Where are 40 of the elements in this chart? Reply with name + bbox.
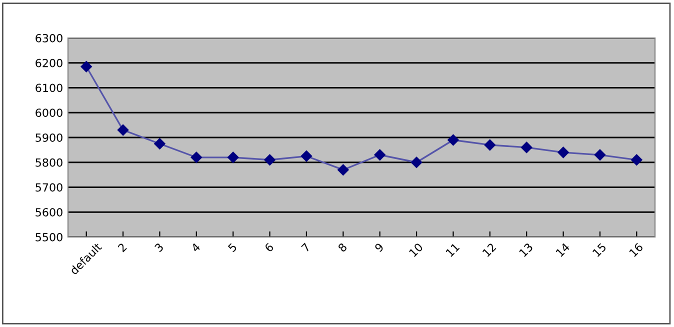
point [264, 154, 276, 166]
y-tick-label: 5700 [36, 183, 62, 192]
point [448, 134, 459, 146]
point [410, 156, 422, 168]
point [558, 146, 569, 158]
x-tick-label: 7 [301, 242, 310, 252]
y-tick-label: 6200 [36, 58, 62, 68]
x-tick-label: 5 [228, 242, 238, 252]
point [190, 152, 202, 164]
x-tick-label: 10 [408, 242, 424, 258]
point [520, 142, 532, 154]
point [484, 139, 496, 151]
point [80, 61, 92, 72]
point [594, 149, 606, 161]
point [338, 164, 349, 176]
x-tick-label: 3 [154, 242, 164, 252]
point [374, 149, 386, 161]
x-tick-label: 2 [117, 242, 127, 252]
point [631, 154, 642, 166]
x-tick-label: 14 [556, 242, 570, 257]
y-tick-label: 6000 [36, 108, 62, 118]
x-tick-label: 11 [446, 242, 460, 257]
y-tick-label: 5500 [36, 232, 62, 242]
y-tick-label: 5800 [36, 158, 62, 167]
x-tick-label: 4 [190, 242, 201, 252]
y-tick-label: 6100 [36, 84, 62, 92]
x-tick-label: 13 [518, 242, 534, 258]
point [117, 124, 129, 136]
x-tick-label: 12 [482, 242, 496, 257]
x-tick-label: 16 [628, 242, 644, 258]
point [227, 152, 239, 164]
x-tick-label: 9 [374, 242, 384, 252]
point [300, 150, 312, 162]
y-tick-label: 5600 [36, 208, 62, 217]
x-tick-label: 15 [592, 242, 607, 258]
y-tick-label: 5900 [36, 133, 62, 142]
point [154, 138, 166, 150]
x-tick-label: 8 [338, 242, 348, 252]
y-tick-label: 6300 [36, 34, 62, 42]
x-tick-label: 6 [264, 242, 274, 252]
